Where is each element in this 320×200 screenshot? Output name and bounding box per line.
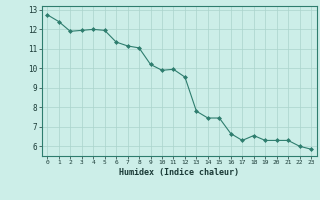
X-axis label: Humidex (Indice chaleur): Humidex (Indice chaleur)	[119, 168, 239, 177]
